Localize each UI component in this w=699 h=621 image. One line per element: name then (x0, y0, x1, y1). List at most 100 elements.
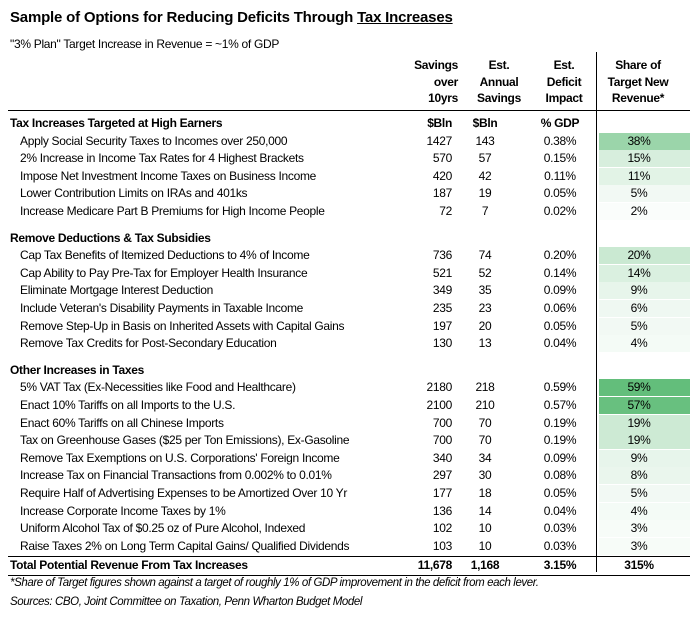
table-row: Include Veteran's Disability Payments in… (0, 300, 699, 317)
table-row: 5% VAT Tax (Ex-Necessities like Food and… (0, 379, 699, 397)
section-title: Other Increases in Taxes (10, 362, 144, 377)
option-label: Cap Tax Benefits of Itemized Deductions … (20, 248, 310, 263)
share-value: 9% (630, 450, 648, 465)
savings-value: 570 (432, 151, 452, 166)
annual-value: 7 (481, 204, 489, 218)
share-heat-cell: 4% (599, 335, 690, 353)
share-heat-cell: 38% (599, 132, 690, 150)
total-annual: 1,168 (470, 558, 500, 573)
share-heat-cell: 3% (599, 520, 690, 538)
annual-value: 74 (478, 248, 492, 263)
annual-value: 20 (478, 318, 492, 333)
table-row: 2% Increase in Income Tax Rates for 4 Hi… (0, 150, 699, 168)
savings-value: 136 (432, 503, 452, 518)
share-value: 19% (627, 415, 651, 430)
share-value: 15% (627, 151, 651, 166)
share-value: 8% (630, 468, 648, 483)
total-share: 315% (624, 558, 654, 573)
table-row: Enact 10% Tariffs on all Imports to the … (0, 397, 699, 414)
deficit-value: 0.08% (543, 468, 577, 483)
savings-value: 521 (432, 265, 452, 280)
savings-value: 102 (432, 521, 452, 536)
page-subtitle: "3% Plan" Target Increase in Revenue = ~… (10, 37, 280, 51)
savings-value: 130 (432, 336, 452, 351)
total-rule (8, 556, 690, 558)
deficit-value: 0.09% (543, 283, 577, 298)
col-header-annual: Est. Annual Savings (477, 58, 521, 105)
annual-value: 30 (478, 468, 492, 483)
deficit-value: 0.09% (543, 450, 577, 465)
savings-value: 235 (432, 301, 452, 315)
unit-annual: $Bln (472, 116, 498, 130)
deficit-value: 0.03% (543, 538, 577, 553)
deficit-value: 0.57% (543, 398, 577, 412)
deficit-value: 0.04% (543, 336, 577, 351)
annual-value: 10 (478, 538, 492, 553)
deficit-value: 0.38% (543, 133, 577, 148)
share-heat-cell: 3% (599, 537, 690, 555)
table-row: Apply Social Security Taxes to Incomes o… (0, 132, 699, 150)
option-label: Increase Medicare Part B Premiums for Hi… (20, 204, 325, 218)
share-heat-cell: 6% (599, 300, 690, 317)
share-heat-cell: 5% (599, 185, 690, 203)
share-value: 14% (627, 265, 651, 280)
savings-value: 297 (432, 468, 452, 483)
sources: Sources: CBO, Joint Committee on Taxatio… (10, 596, 363, 608)
section-header: Tax Increases Targeted at High Earners $B… (0, 115, 699, 132)
table-row: Tax on Greenhouse Gases ($25 per Ton Emi… (0, 432, 699, 450)
savings-value: 736 (432, 248, 452, 263)
annual-value: 34 (478, 450, 492, 465)
total-share-cell: 315% (599, 557, 690, 574)
total-savings: 11,678 (417, 558, 453, 573)
share-value: 59% (627, 380, 651, 395)
annual-value: 70 (478, 433, 492, 448)
table-row: Increase Medicare Part B Premiums for Hi… (0, 203, 699, 220)
savings-value: 187 (432, 186, 452, 201)
annual-value: 218 (475, 380, 495, 395)
option-label: Increase Tax on Financial Transactions f… (20, 468, 332, 483)
share-heat-cell: 11% (599, 167, 690, 185)
annual-value: 35 (478, 283, 492, 298)
annual-value: 42 (478, 168, 492, 183)
header-rule (8, 110, 690, 111)
deficit-value: 0.05% (543, 186, 577, 201)
savings-value: 103 (432, 538, 452, 553)
option-label: Uniform Alcohol Tax of $0.25 oz of Pure … (20, 521, 306, 536)
share-value: 4% (630, 503, 648, 518)
table-row: Raise Taxes 2% on Long Term Capital Gain… (0, 537, 699, 555)
deficit-value: 0.04% (543, 503, 577, 518)
share-value: 5% (630, 186, 648, 201)
share-heat-cell: 5% (599, 485, 690, 502)
table-row: Enact 60% Tariffs on all Chinese Imports… (0, 414, 699, 432)
option-label: Require Half of Advertising Expenses to … (20, 486, 348, 500)
option-label: Increase Corporate Income Taxes by 1% (20, 503, 226, 518)
option-label: Enact 10% Tariffs on all Imports to the … (20, 398, 236, 412)
col-header-deficit: Est. Deficit Impact (545, 58, 583, 105)
page-title: Sample of Options for Reducing Deficits … (10, 9, 453, 26)
share-value: 6% (630, 301, 648, 315)
table-row: Increase Corporate Income Taxes by 1% 136… (0, 502, 699, 520)
footnote: *Share of Target figures shown against a… (10, 577, 539, 589)
option-label: Lower Contribution Limits on IRAs and 40… (20, 186, 248, 201)
table-row: Require Half of Advertising Expenses to … (0, 485, 699, 502)
savings-value: 2100 (426, 398, 453, 412)
share-value: 11% (627, 168, 651, 183)
annual-value: 23 (478, 301, 492, 315)
table-row: Increase Tax on Financial Transactions f… (0, 467, 699, 485)
section-title: Remove Deductions & Tax Subsidies (10, 230, 211, 245)
option-label: Raise Taxes 2% on Long Term Capital Gain… (20, 538, 350, 553)
share-heat-cell: 59% (599, 379, 690, 397)
section-title: Tax Increases Targeted at High Earners (10, 116, 223, 130)
deficit-value: 0.02% (543, 204, 577, 218)
share-heat-cell: 8% (599, 467, 690, 485)
annual-value: 19 (478, 186, 492, 201)
savings-value: 700 (432, 415, 452, 430)
option-label: Include Veteran's Disability Payments in… (20, 301, 304, 315)
annual-value: 52 (478, 265, 492, 280)
annual-value: 14 (478, 503, 492, 518)
share-value: 9% (630, 283, 648, 298)
table-row: Eliminate Mortgage Interest Deduction 349… (0, 282, 699, 300)
deficit-value: 0.15% (543, 151, 577, 166)
option-label: Impose Net Investment Income Taxes on Bu… (20, 168, 317, 183)
savings-value: 197 (432, 318, 452, 333)
